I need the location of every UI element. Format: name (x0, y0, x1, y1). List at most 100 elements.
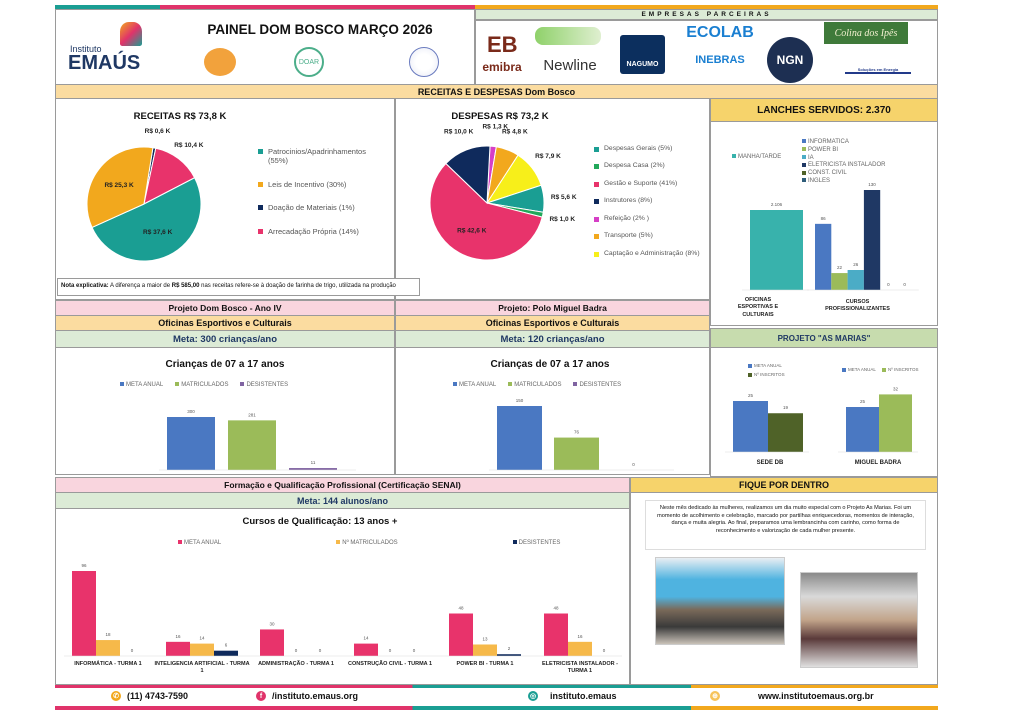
lanches-panel (710, 98, 938, 326)
partner-logo-sulaquim (535, 27, 601, 45)
miguel-badra-chart-title: Crianças de 07 a 17 anos (490, 359, 610, 370)
finance-title: RECEITAS E DESPESAS Dom Bosco (55, 84, 938, 99)
legend-item: Gestão e Suporte (41%) (594, 180, 706, 188)
formacao-title: Formação e Qualificação Profissional (Ce… (55, 477, 630, 493)
legend-item: CONST. CIVIL (802, 170, 885, 178)
category-label: ELETRICISTA INSTALADOR - TURMA 1 (542, 661, 618, 675)
legend-label: Transporte (5%) (604, 232, 653, 240)
seal-dom-bosco (204, 48, 236, 76)
footer-phone: ✆ (11) 4743-7590 (111, 691, 188, 701)
category-label: SEDE DB (756, 460, 784, 466)
legend-swatch (594, 234, 599, 240)
top-stripe-pink (160, 5, 475, 9)
page-title: PAINEL DOM BOSCO MARÇO 2026 (207, 22, 433, 37)
partner-logo-nagumo: NAGUMO (620, 35, 665, 74)
legend-swatch (258, 149, 263, 154)
legend-item: META ANUAL (178, 540, 221, 546)
legend-swatch (594, 199, 599, 205)
legend-label: Doação de Materiais (1%) (268, 203, 355, 213)
note-text-rest: nas receitas refere-se à doação de farin… (199, 283, 396, 289)
fique-text: Neste mês dedicado às mulheres, realizam… (645, 500, 926, 550)
legend-swatch (240, 382, 245, 387)
header-panel (55, 9, 475, 85)
instagram-link[interactable]: instituto.emaus (550, 691, 617, 701)
category-label: ADMINISTRAÇÃO - TURMA 1 (258, 661, 334, 667)
legend-item: Refeição (2% ) (594, 215, 706, 223)
legend-item: DESISTENTES (240, 382, 288, 388)
lanches-title: LANCHES SERVIDOS: 2.370 (710, 98, 938, 122)
receitas-title: RECEITAS R$ 73,8 K (133, 111, 227, 122)
dom-bosco-goal: Meta: 300 crianças/ano (55, 330, 395, 348)
dom-bosco-chart-title: Crianças de 07 a 17 anos (165, 359, 285, 370)
legend-swatch (453, 382, 457, 387)
facebook-link[interactable]: /instituto.emaus.org (272, 691, 359, 701)
formacao-chart-panel (55, 508, 630, 685)
legend-label: IA (808, 154, 814, 161)
emibra-mark-icon: EB (487, 32, 518, 57)
legend-item: MATRICULADOS (175, 382, 228, 388)
legend-swatch (178, 540, 182, 545)
globe-icon: ⊕ (710, 691, 720, 701)
legend-label: Captação e Administração (8%) (604, 249, 700, 257)
footer-facebook[interactable]: f/instituto.emaus.org (256, 691, 358, 701)
miguel-badra-goal: Meta: 120 crianças/ano (395, 330, 710, 348)
legend-label: DESISTENTES (246, 382, 289, 388)
legend-swatch (258, 181, 263, 187)
legend-item: Leis de Incentivo (30%) (258, 180, 383, 189)
legend-label: Despesa Casa (2%) (604, 162, 665, 170)
event-photo-1[interactable] (655, 557, 785, 645)
legend-label: Gestão e Suporte (41%) (604, 179, 678, 187)
legend-label: META ANUAL (184, 540, 222, 546)
legend-swatch (881, 367, 886, 372)
legend-item: Arrecadação Própria (14%) (258, 227, 383, 236)
marias-title: PROJETO "AS MARIAS" (710, 328, 938, 348)
legend-item: Nº INSCRITOS (881, 367, 919, 372)
phone-icon: ✆ (111, 691, 121, 701)
legend-item: IA (802, 155, 885, 163)
footer-instagram[interactable]: ◎ instituto.emaus (528, 691, 617, 701)
footer-website[interactable]: ⊕ www.institutoemaus.org.br (710, 691, 874, 701)
note-label: Nota explicativa: (61, 283, 109, 289)
legend-item: Patrocinios/Apadrinhamentos (55%) (258, 147, 383, 166)
miguel-badra-legend: META ANUAL MATRICULADOS DESISTENTES (453, 382, 621, 388)
legend-label: META ANUAL (754, 363, 782, 368)
dom-bosco-program: Oficinas Esportivos e Culturais (55, 315, 395, 331)
legend-item: Doação de Materiais (1%) (258, 203, 383, 212)
legend-label: META ANUAL (126, 382, 164, 388)
dom-bosco-chart-panel (55, 347, 395, 475)
category-label: INTELIGENCIA ARTIFICIAL - TURMA 1 (154, 661, 250, 675)
marias-sede-legend: META ANUAL Nº INSCRITOS (748, 363, 785, 377)
cursos-chart-title: Cursos de Qualificação: 13 anos + (242, 516, 398, 527)
top-stripe-teal (55, 5, 160, 9)
legend-label: Nº INSCRITOS (754, 372, 785, 377)
legend-swatch (512, 540, 517, 545)
legend-item: META ANUAL (453, 382, 496, 388)
partner-logo-newline: Newline (543, 57, 597, 74)
seal-doar: DOAR (294, 47, 324, 77)
website-link[interactable]: www.institutoemaus.org.br (758, 691, 874, 701)
note-amount: R$ 585,00 (171, 283, 200, 289)
legend-label: Nº INSCRITOS (887, 367, 919, 372)
legend-label: CONST. CIVIL (808, 170, 847, 177)
category-label: OFICINAS ESPORTIVAS E CULTURAIS (737, 297, 779, 318)
legend-swatch (594, 164, 599, 170)
phone-text: (11) 4743-7590 (127, 691, 189, 701)
category-label: CURSOS PROFISSIONALIZANTES (825, 299, 890, 313)
lanches-oficinas-legend: MANHA/TARDE (732, 154, 781, 160)
partners-title: EMPRESAS PARCEIRAS (475, 9, 938, 20)
nota-explicativa: Nota explicativa: A diferença a maior de… (57, 278, 420, 296)
dom-bosco-legend: META ANUAL MATRICULADOS DESISTENTES (120, 382, 288, 388)
event-photo-2[interactable] (800, 572, 918, 668)
legend-swatch (842, 367, 846, 372)
legend-item: Captação e Administração (8%) (594, 250, 706, 258)
receitas-panel (55, 98, 395, 300)
legend-item: Despesa Casa (2%) (594, 162, 706, 170)
legend-item: INGLES (802, 178, 885, 186)
formacao-goal: Meta: 144 alunos/ano (55, 492, 630, 509)
legend-label: Instrutores (8%) (604, 197, 653, 205)
legend-swatch (594, 251, 599, 257)
legend-label: ELETRICISTA INSTALADOR (808, 162, 886, 169)
legend-label: MATRICULADOS (181, 382, 229, 388)
legend-swatch (175, 382, 180, 387)
logo-small-text: Instituto (70, 44, 102, 54)
